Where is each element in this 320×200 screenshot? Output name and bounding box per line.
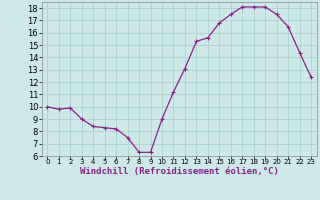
- X-axis label: Windchill (Refroidissement éolien,°C): Windchill (Refroidissement éolien,°C): [80, 167, 279, 176]
